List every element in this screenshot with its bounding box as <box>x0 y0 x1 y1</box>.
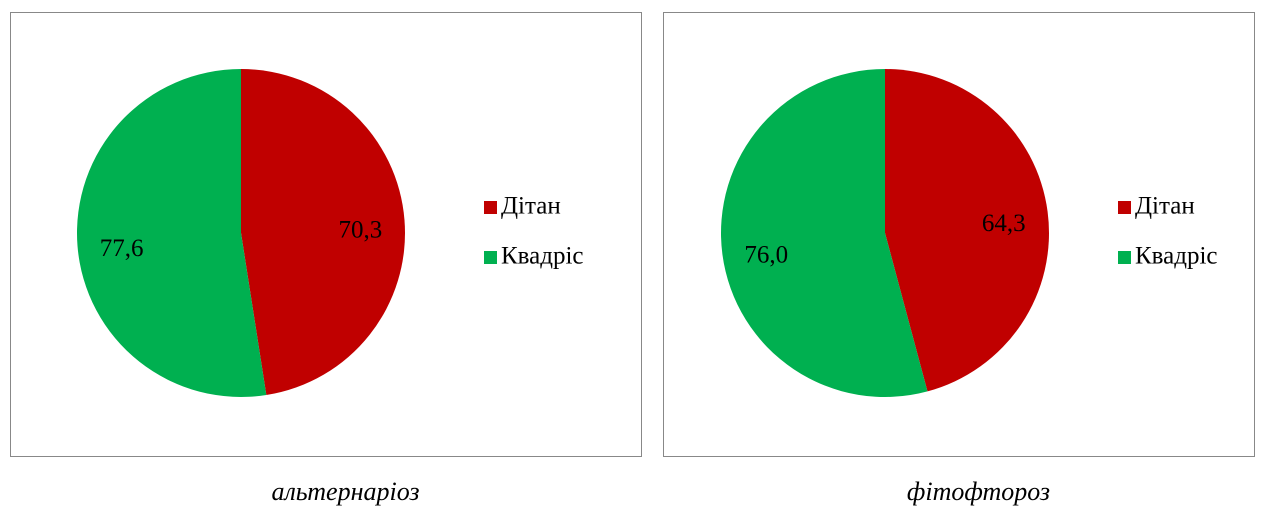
pie-slice <box>885 69 1049 392</box>
legend-swatch <box>1118 201 1131 214</box>
pie-slice <box>241 69 405 396</box>
pie-slice <box>76 69 267 397</box>
chart-caption: альтернаріоз <box>271 477 419 506</box>
legend-label: Квадріс <box>501 243 584 270</box>
legend-swatch <box>484 201 497 214</box>
chart-caption: фітофтороз <box>907 477 1050 506</box>
legend-swatch <box>484 251 497 264</box>
legend-label: Квадріс <box>1135 243 1218 270</box>
data-label: 70,3 <box>338 216 382 243</box>
legend-swatch <box>1118 251 1131 264</box>
data-label: 76,0 <box>744 241 788 268</box>
legend-label: Дітан <box>501 193 561 220</box>
legend-label: Дітан <box>1135 193 1195 220</box>
data-label: 64,3 <box>982 210 1026 237</box>
pie-slice <box>720 68 928 397</box>
data-label: 77,6 <box>100 235 144 262</box>
